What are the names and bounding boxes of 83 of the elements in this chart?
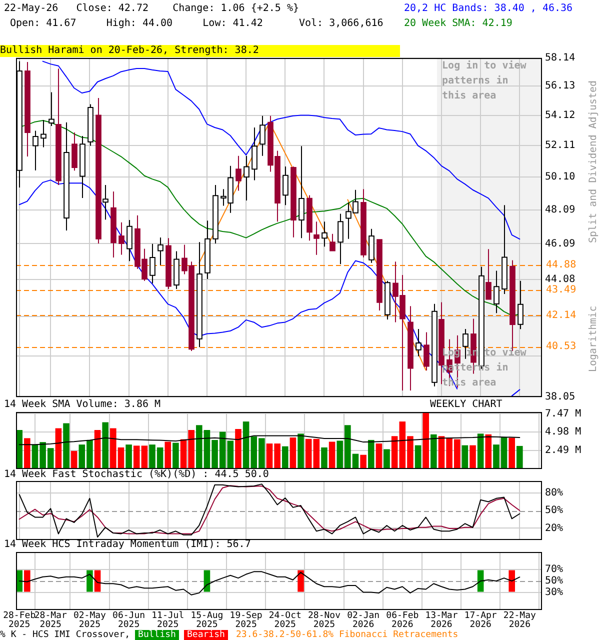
x-tick-label: 24-Oct 2025	[268, 610, 302, 630]
y-axis-title: Split and Dividend Adjusted	[588, 80, 599, 243]
x-tick-label: 11-Jul 2025	[152, 610, 184, 630]
x-tick-label: 19-Sep 2025	[230, 610, 262, 630]
bar	[430, 434, 437, 469]
x-tick-label: 06-Feb 2026	[386, 610, 419, 630]
y-tick-label: 4.98 M	[545, 426, 582, 438]
y-tick-label: 38.05	[545, 392, 576, 403]
bar	[516, 446, 523, 469]
y-tick-label: 50%	[545, 505, 564, 516]
bar	[384, 449, 390, 469]
y-tick-label: 2.49 M	[545, 445, 582, 456]
chart-subtitle: Open: 41.67 High: 44.00 Low: 41.42 Vol: 3,066,616	[10, 18, 384, 29]
y-tick-label: 46.09	[545, 238, 576, 250]
bar	[422, 412, 429, 469]
y-tick-label: 80%	[545, 487, 564, 498]
bar	[508, 438, 515, 469]
ref-line-label: 42.14	[546, 310, 576, 321]
x-tick-label: 17-Apr 2026	[464, 610, 498, 630]
bar	[102, 422, 108, 469]
bar	[164, 442, 172, 469]
bar	[235, 428, 242, 469]
x-tick-label: 28-Mar 2025	[34, 610, 68, 630]
chart-title: 14 Week HCS Intraday Momentum (IMI): 56.7	[4, 539, 251, 550]
text: Logarithmic	[588, 306, 599, 372]
bar	[63, 423, 70, 469]
text: 20,2 HC Bands: 38.40 , 46.36	[404, 3, 573, 14]
bar	[126, 444, 132, 469]
ref-line-label: 44.88	[546, 260, 576, 271]
bar	[55, 428, 62, 469]
y-tick-label: 52.11	[545, 140, 576, 152]
bar	[227, 440, 234, 469]
x-tick-label: 28-Feb 2025	[3, 610, 36, 630]
bar	[298, 434, 304, 469]
bar	[70, 450, 78, 469]
chart-title: 22-May-26 Close: 42.72 Change: 1.06 {+2.5 %}	[4, 3, 300, 14]
text: 23.6-38.2-50-61.8% Fibonacci Retracements	[236, 630, 458, 640]
y-tick-label: 56.13	[545, 80, 576, 92]
bar	[282, 446, 288, 469]
bar	[368, 440, 374, 469]
chart-title: 14 Week SMA Volume: 3.86 M	[4, 399, 161, 410]
bar	[321, 447, 328, 469]
text: Bullish	[135, 630, 179, 640]
bar	[24, 438, 30, 469]
bar	[470, 445, 476, 469]
bar	[94, 430, 101, 469]
text: Bullish Harami on 20-Feb-26, Strength: 38.2	[0, 45, 400, 57]
bar	[414, 445, 422, 469]
bar	[305, 438, 312, 469]
y-tick-label: 50%	[545, 576, 564, 587]
bar	[391, 436, 398, 469]
legend-title: % K - HCS IMI Crossover,	[0, 630, 130, 640]
x-tick-label: 06-Jun 2025	[112, 610, 146, 630]
x-tick-label: 15-Aug 2025	[190, 610, 224, 630]
x-tick-label: 28-Nov 2025	[308, 610, 340, 630]
text: WEEKLY CHART	[430, 399, 502, 410]
x-tick-label: 02-Jan 2026	[347, 610, 380, 630]
ref-line-label: 43.49	[546, 284, 576, 296]
bar	[360, 454, 366, 469]
x-tick-label: 22-May 2026	[503, 610, 536, 630]
bar	[290, 438, 296, 469]
bar	[328, 442, 336, 469]
y-tick-label: 44.08	[545, 274, 576, 285]
y-tick-label: 58.14	[545, 52, 576, 64]
x-tick-label: 13-Mar 2026	[425, 610, 458, 630]
y-tick-label: 70%	[545, 564, 564, 575]
ref-line-label: 40.53	[546, 341, 576, 352]
y-tick-label: 20%	[545, 522, 564, 534]
chart-title: 14 Week Fast Stochastic (%K)(%D) : 44.5 50.0	[4, 469, 269, 480]
bar	[477, 434, 484, 469]
bar	[172, 442, 179, 469]
y-tick-label: 48.09	[545, 204, 576, 216]
y-tick-label: 30%	[545, 587, 564, 598]
band-label: Log in to view patterns in this area	[442, 60, 528, 102]
y-tick-label: 7.47 M	[545, 408, 582, 420]
bar	[376, 444, 382, 469]
bar	[462, 445, 468, 469]
y-tick-label: 54.12	[545, 110, 576, 121]
text: Bearish	[184, 630, 228, 640]
bar	[313, 438, 320, 469]
x-tick-label: 02-May 2025	[73, 610, 107, 630]
y-tick-label: 50.10	[545, 172, 576, 183]
text: 20 Week SMA: 42.19	[404, 18, 512, 29]
